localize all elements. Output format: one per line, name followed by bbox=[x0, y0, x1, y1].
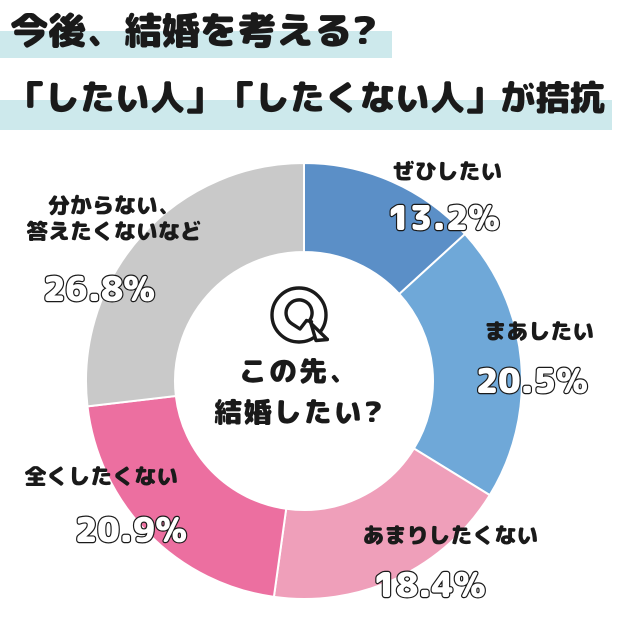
svg-text:20.9%: 20.9% bbox=[75, 505, 187, 553]
svg-text:18.4%: 18.4% bbox=[373, 560, 485, 608]
svg-text:13.2%: 13.2% bbox=[388, 193, 500, 241]
svg-text:20.5%: 20.5% bbox=[476, 356, 588, 404]
svg-text:26.8%: 26.8% bbox=[43, 264, 155, 312]
